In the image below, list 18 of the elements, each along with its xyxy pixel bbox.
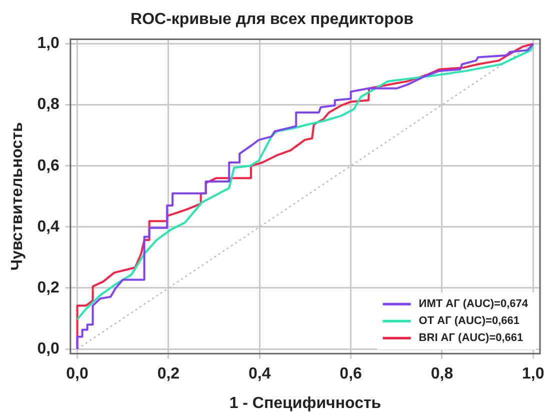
y-tick-label: 0,6 <box>37 157 60 174</box>
y-tick-label: 0,4 <box>37 218 60 236</box>
x-axis-title: 1 - Специфичность <box>229 394 382 412</box>
y-tick-label: 0,0 <box>37 340 60 358</box>
y-axis-title: Чувствительность <box>9 122 26 271</box>
chart-title: ROC-кривые для всех предикторов <box>130 11 414 28</box>
y-tick-label: 0,2 <box>37 279 60 296</box>
y-tick-label: 1,0 <box>37 35 60 52</box>
legend-label: BRI АГ (AUC)=0,661 <box>418 332 524 344</box>
legend-label: ОТ АГ (AUC)=0,661 <box>418 315 520 328</box>
legend-label: ИМТ АГ (AUC)=0,674 <box>418 298 529 310</box>
x-tick-label: 0,8 <box>430 366 454 383</box>
x-tick-label: 0,4 <box>248 366 271 383</box>
y-tick-label: 0,8 <box>37 96 60 114</box>
x-tick-label: 1,0 <box>522 366 544 383</box>
x-tick-label: 0,0 <box>66 366 88 383</box>
x-tick-label: 0,6 <box>340 366 362 383</box>
x-tick-label: 0,2 <box>157 366 180 383</box>
